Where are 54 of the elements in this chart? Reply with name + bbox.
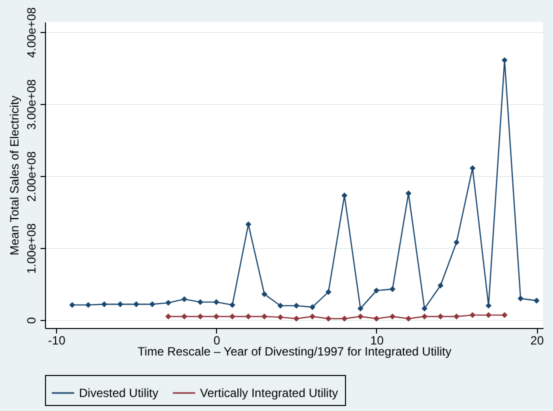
y-tick-label: 4.00e+08 xyxy=(24,7,38,58)
point xyxy=(374,288,380,294)
x-axis-title: Time Rescale – Year of Divesting/1997 for Integrated Utility xyxy=(138,344,452,358)
point xyxy=(486,302,492,309)
point xyxy=(390,314,396,320)
point xyxy=(454,314,460,320)
point xyxy=(325,316,332,322)
x-tick-label: 0 xyxy=(213,334,220,348)
point xyxy=(422,306,428,312)
y-tick-label: 3.00e+08 xyxy=(24,79,38,130)
point xyxy=(454,239,460,246)
y-tick-label: 2.00e+08 xyxy=(24,151,38,202)
point xyxy=(261,291,268,298)
y-tick-label: 1.00e+08 xyxy=(24,223,38,274)
point xyxy=(406,190,412,196)
legend-label: Divested Utility xyxy=(79,386,158,400)
point xyxy=(341,192,348,198)
point xyxy=(309,304,316,310)
x-tick-label: 20 xyxy=(530,334,544,348)
point xyxy=(470,312,476,318)
point xyxy=(502,312,508,318)
legend-label: Vertically Integrated Utility xyxy=(200,386,338,400)
point xyxy=(341,316,348,322)
point xyxy=(69,302,76,308)
point xyxy=(357,306,364,312)
point xyxy=(149,301,156,308)
point xyxy=(165,300,172,306)
point xyxy=(277,302,284,309)
x-tick-label: 10 xyxy=(370,334,384,348)
point xyxy=(357,314,364,320)
point xyxy=(229,302,236,308)
point xyxy=(213,299,220,306)
point xyxy=(197,299,204,306)
point xyxy=(293,302,300,309)
point xyxy=(502,57,508,64)
point xyxy=(181,296,188,302)
point xyxy=(518,296,524,302)
point xyxy=(293,316,300,322)
point xyxy=(213,314,220,320)
point xyxy=(85,302,92,308)
point xyxy=(390,286,396,292)
point xyxy=(277,314,284,320)
point xyxy=(325,289,332,295)
point xyxy=(534,298,540,304)
point xyxy=(181,314,188,320)
y-tick-label: 0 xyxy=(24,316,38,324)
point xyxy=(406,316,412,322)
point xyxy=(374,316,380,322)
y-axis-title: Mean Total Sales of Electricity xyxy=(8,96,22,256)
point xyxy=(229,314,236,320)
x-tick-label: -10 xyxy=(48,334,66,348)
point xyxy=(165,314,172,320)
point xyxy=(309,314,316,320)
point xyxy=(197,314,204,320)
